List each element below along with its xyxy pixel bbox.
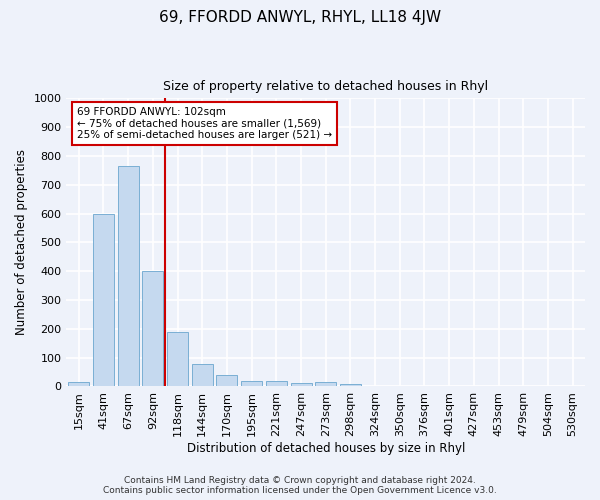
Bar [68,382,89,386]
Bar [241,382,262,386]
Bar [290,383,311,386]
Title: Size of property relative to detached houses in Rhyl: Size of property relative to detached ho… [163,80,488,93]
Bar [192,364,213,386]
Text: Contains HM Land Registry data © Crown copyright and database right 2024.
Contai: Contains HM Land Registry data © Crown c… [103,476,497,495]
Bar [340,384,361,386]
Bar [93,214,114,386]
Bar [266,382,287,386]
X-axis label: Distribution of detached houses by size in Rhyl: Distribution of detached houses by size … [187,442,465,455]
Bar [142,271,163,386]
Bar [167,332,188,386]
Bar [217,375,238,386]
Text: 69 FFORDD ANWYL: 102sqm
← 75% of detached houses are smaller (1,569)
25% of semi: 69 FFORDD ANWYL: 102sqm ← 75% of detache… [77,107,332,140]
Bar [315,382,336,386]
Y-axis label: Number of detached properties: Number of detached properties [15,150,28,336]
Bar [118,166,139,386]
Text: 69, FFORDD ANWYL, RHYL, LL18 4JW: 69, FFORDD ANWYL, RHYL, LL18 4JW [159,10,441,25]
